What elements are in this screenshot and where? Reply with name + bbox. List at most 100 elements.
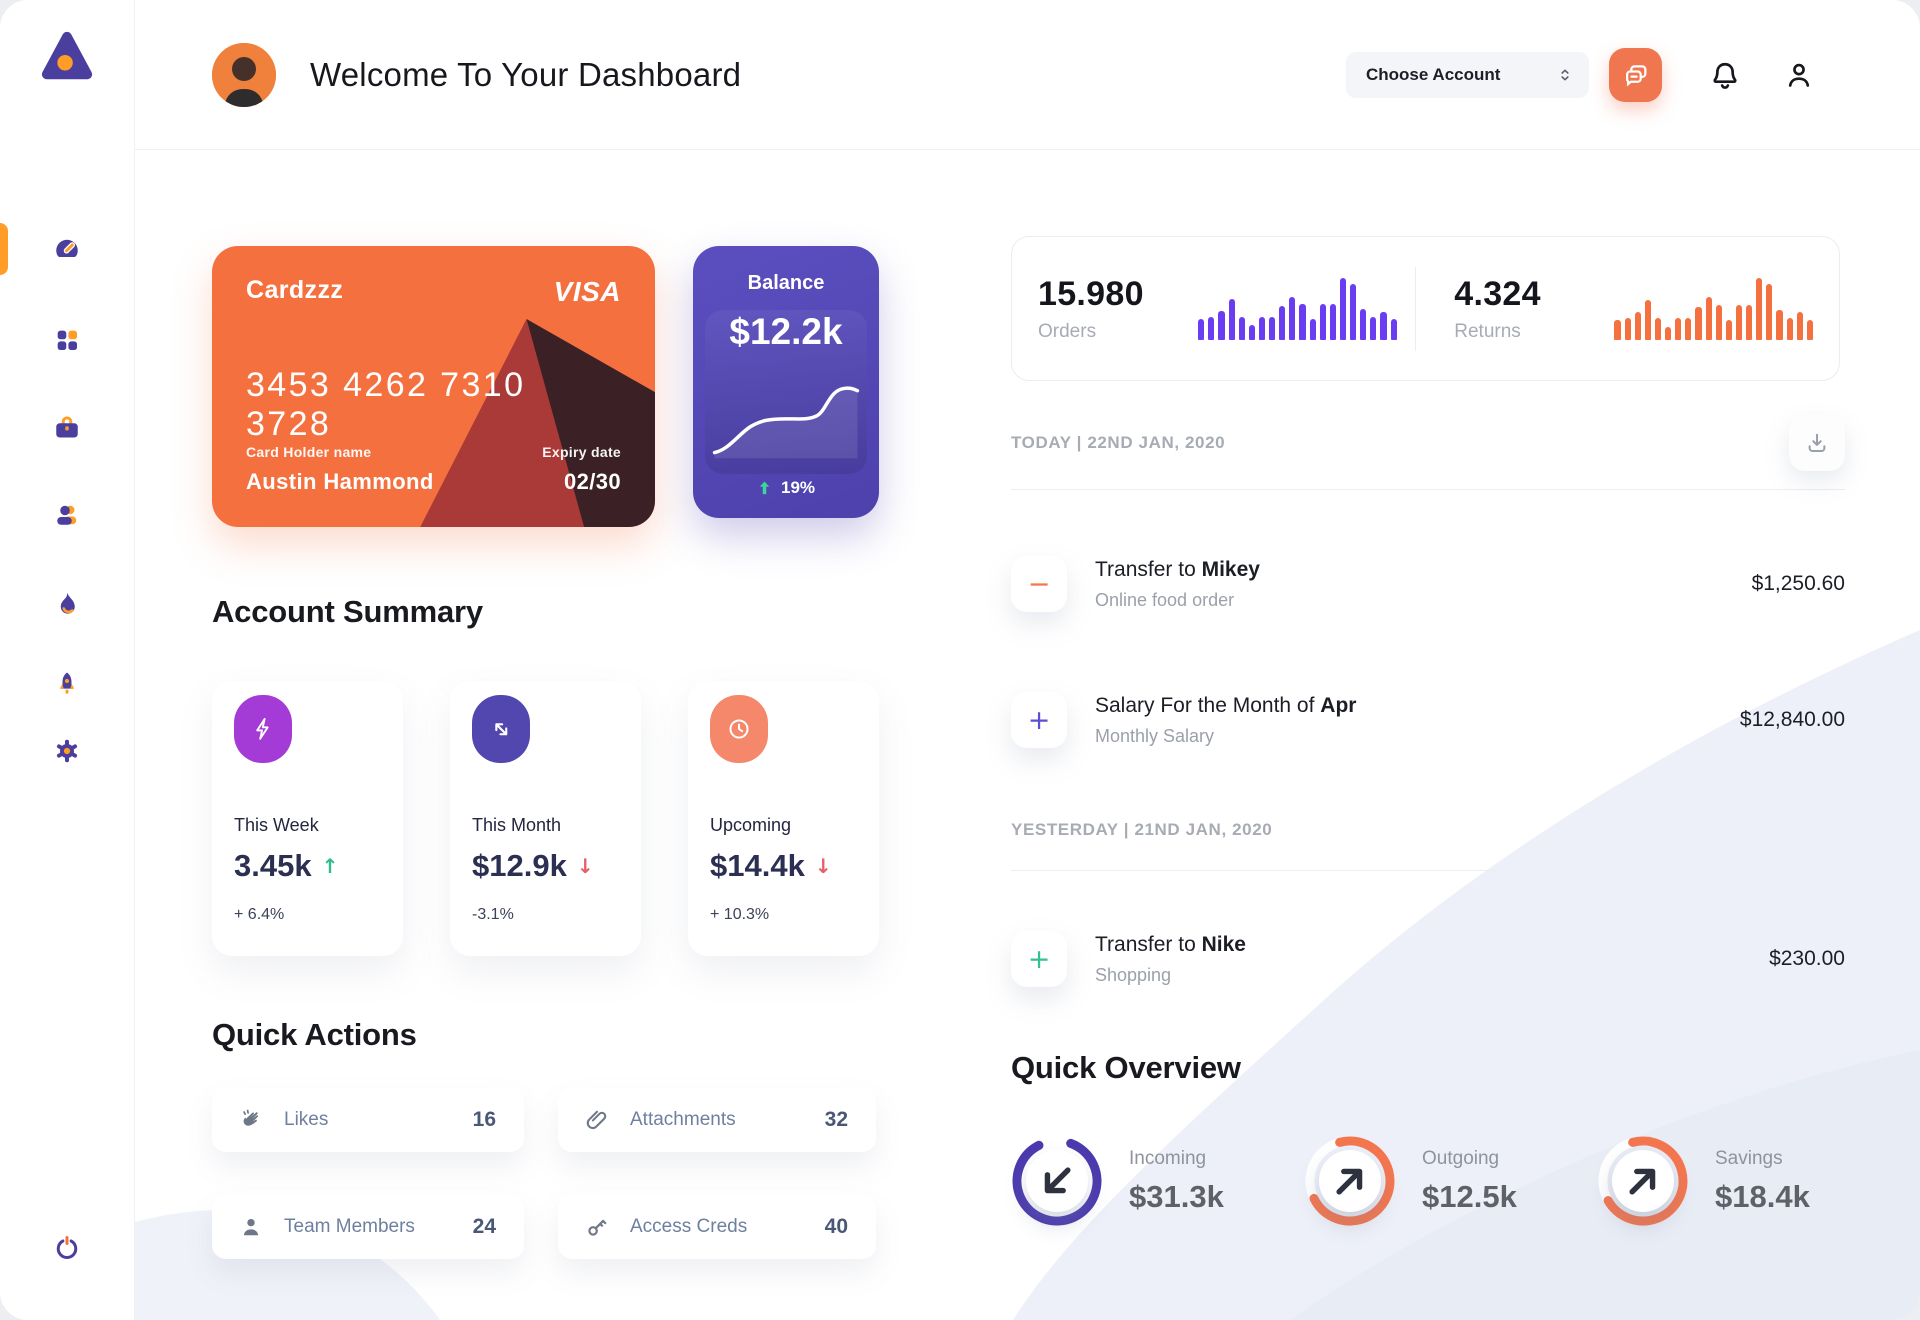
sidebar-item-contacts[interactable] <box>0 492 134 538</box>
power-icon <box>56 1236 78 1259</box>
quick-action-team-members[interactable]: Team Members 24 <box>212 1195 524 1259</box>
returns-value: 4.324 <box>1454 274 1541 313</box>
returns-bar-chart <box>1614 277 1813 340</box>
diagonal-arrows-icon <box>495 723 508 736</box>
key-icon <box>588 1219 607 1236</box>
summary-value: 3.45k <box>234 848 312 883</box>
overview-label: Incoming <box>1129 1147 1207 1169</box>
card-expiry-value: 02/30 <box>563 469 621 494</box>
transaction-title: Salary For the Month of Apr <box>1095 693 1357 717</box>
overview-label: Outgoing <box>1422 1147 1500 1169</box>
right-column: 15.980 Orders 4.324 Returns TODAY | 22ND… <box>1011 236 1845 1320</box>
sidebar-item-trending[interactable] <box>0 581 134 627</box>
notifications-button[interactable] <box>1708 58 1742 92</box>
stats-divider <box>1414 266 1417 351</box>
transaction-subtitle: Monthly Salary <box>1095 725 1215 746</box>
quick-action-attachments[interactable]: Attachments 32 <box>558 1088 876 1152</box>
lightning-icon <box>256 718 269 740</box>
quick-action-count: 40 <box>824 1215 848 1238</box>
summary-value: $12.9k <box>472 848 567 883</box>
credit-card: Cardzzz VISA 3453 4262 7310 3728 Card Ho… <box>212 246 655 527</box>
arrow-down-left-icon <box>1044 1167 1071 1194</box>
orders-value: 15.980 <box>1038 274 1144 313</box>
transaction-title: Transfer to Mikey <box>1095 557 1260 581</box>
summary-delta: + 6.4% <box>234 906 285 923</box>
transaction-sign-tile: − <box>1011 556 1067 612</box>
download-icon <box>1808 433 1826 453</box>
card-holder-name: Austin Hammond <box>246 469 434 494</box>
quick-overview-row: Incoming $31.3k <box>1011 1135 1845 1227</box>
quick-action-label: Access Creds <box>630 1216 748 1237</box>
balance-card: Balance $12.2k 19% <box>693 246 879 518</box>
person-icon <box>243 1218 259 1236</box>
quick-action-count: 16 <box>472 1108 496 1131</box>
overview-label: Savings <box>1715 1147 1783 1169</box>
transaction-subtitle: Online food order <box>1095 589 1235 610</box>
trend-down-arrow: ↓ <box>576 854 594 878</box>
returns-label: Returns <box>1454 320 1521 342</box>
divider <box>1011 870 1845 871</box>
transaction-row-mikey[interactable]: − Transfer to Mikey Online food order $1… <box>1011 556 1845 612</box>
transaction-row-nike[interactable]: + Transfer to Nike Shopping $230.00 <box>1011 931 1845 987</box>
overview-outgoing: Outgoing $12.5k <box>1304 1135 1552 1227</box>
transaction-amount: $230.00 <box>1769 947 1845 970</box>
summary-label: This Month <box>472 815 562 835</box>
savings-donut-chart <box>1597 1135 1689 1227</box>
transaction-row-salary[interactable]: + Salary For the Month of Apr Monthly Sa… <box>1011 692 1845 748</box>
summary-card-this-month: This Month $12.9k ↓ -3.1% <box>450 681 641 956</box>
summary-card-this-week: This Week 3.45k ↑ + 6.4% <box>212 681 403 956</box>
chat-button[interactable] <box>1609 47 1662 102</box>
briefcase-icon <box>56 416 78 438</box>
overview-savings: Savings $18.4k <box>1597 1135 1845 1227</box>
orders-bar-chart <box>1198 277 1397 340</box>
quick-action-access-creds[interactable]: Access Creds 40 <box>558 1195 876 1259</box>
profile-button[interactable] <box>1782 58 1816 92</box>
account-selector[interactable]: Choose Account <box>1346 51 1589 98</box>
logo-triangle-icon <box>41 31 93 80</box>
page-title: Welcome To Your Dashboard <box>310 55 742 93</box>
account-summary-title: Account Summary <box>212 594 483 629</box>
sidebar-nav <box>0 223 134 774</box>
quick-actions-grid: Likes 16 Attachments 32 <box>212 1088 879 1259</box>
card-expiry-label: Expiry date <box>542 444 621 460</box>
quick-action-label: Likes <box>284 1109 329 1130</box>
overview-value: $12.5k <box>1422 1178 1517 1214</box>
chat-bubbles-icon <box>1625 64 1646 86</box>
quick-action-label: Attachments <box>630 1109 736 1130</box>
balance-card-shade <box>705 310 867 474</box>
transaction-amount: $12,840.00 <box>1739 708 1845 731</box>
sidebar-item-dashboard[interactable] <box>0 223 134 275</box>
minus-sign: − <box>1027 568 1051 600</box>
quick-overview-title: Quick Overview <box>1011 1050 1241 1085</box>
quick-action-likes[interactable]: Likes 16 <box>212 1088 524 1152</box>
sidebar-item-settings[interactable] <box>0 728 134 774</box>
stats-panel: 15.980 Orders 4.324 Returns <box>1011 236 1840 381</box>
download-button[interactable] <box>1789 415 1845 471</box>
transaction-subtitle: Shopping <box>1095 964 1172 985</box>
trend-down-arrow: ↓ <box>814 854 832 878</box>
account-summary-cards: This Week 3.45k ↑ + 6.4% T <box>212 681 879 956</box>
card-number: 3453 4262 7310 3728 <box>246 366 526 443</box>
sidebar-item-launch[interactable] <box>0 661 134 707</box>
transactions-date-today: TODAY | 22ND JAN, 2020 <box>1011 433 1226 452</box>
summary-label: Upcoming <box>710 815 792 835</box>
visa-logo: VISA <box>553 276 621 307</box>
incoming-donut-chart <box>1011 1135 1103 1227</box>
sidebar-item-work[interactable] <box>0 405 134 451</box>
summary-delta: -3.1% <box>472 906 514 923</box>
trend-up-arrow: ↑ <box>321 854 339 878</box>
summary-label: This Week <box>234 815 319 835</box>
quick-action-count: 24 <box>472 1215 496 1238</box>
overview-value: $18.4k <box>1715 1178 1810 1214</box>
users-icon <box>57 505 77 525</box>
card-name: Cardzzz <box>246 276 344 304</box>
user-outline-icon <box>1788 63 1810 87</box>
arrow-up-icon <box>759 481 770 495</box>
divider <box>1011 489 1845 490</box>
logout-button[interactable] <box>52 1233 82 1268</box>
overview-value: $31.3k <box>1129 1178 1224 1214</box>
account-selector-label: Choose Account <box>1366 64 1501 84</box>
sidebar-item-apps[interactable] <box>0 317 134 363</box>
paperclip-icon <box>586 1110 607 1130</box>
